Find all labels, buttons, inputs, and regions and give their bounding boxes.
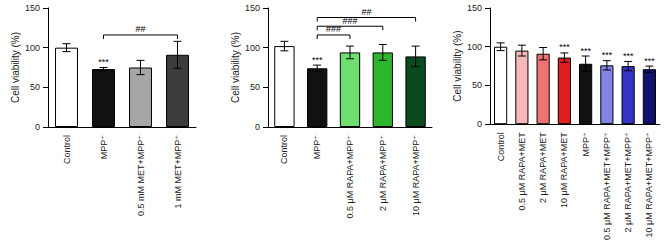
svg-text:1 mM MET+MPP⁺: 1 mM MET+MPP⁺	[173, 135, 183, 209]
svg-text:10 μM RAPA+MET+MPP⁺: 10 μM RAPA+MET+MPP⁺	[644, 132, 654, 238]
svg-text:***: ***	[98, 57, 109, 67]
svg-text:150: 150	[467, 3, 482, 13]
svg-text:0.5 mM MET+MPP⁺: 0.5 mM MET+MPP⁺	[136, 135, 146, 216]
svg-text:2 μM RAPA+MPP⁺: 2 μM RAPA+MPP⁺	[378, 135, 388, 211]
svg-text:100: 100	[25, 43, 40, 53]
svg-text:2 μM RAPA+MET+MPP⁺: 2 μM RAPA+MET+MPP⁺	[623, 132, 633, 233]
svg-text:50: 50	[30, 82, 40, 92]
svg-text:##: ##	[361, 7, 371, 17]
svg-text:150: 150	[25, 3, 40, 13]
svg-text:MPP⁺: MPP⁺	[312, 135, 322, 160]
svg-text:Control: Control	[496, 132, 506, 161]
svg-text:Control: Control	[62, 135, 72, 164]
svg-text:Cell viability (%): Cell viability (%)	[230, 32, 241, 103]
svg-text:0: 0	[255, 122, 260, 132]
svg-text:MPP⁺: MPP⁺	[581, 132, 591, 157]
svg-text:***: ***	[580, 46, 591, 56]
svg-text:***: ***	[602, 50, 613, 60]
svg-text:100: 100	[245, 43, 260, 53]
svg-text:Control: Control	[279, 135, 289, 164]
svg-text:Cell viability (%): Cell viability (%)	[10, 32, 21, 103]
svg-text:2 μM RAPA+MET: 2 μM RAPA+MET	[538, 132, 548, 203]
svg-text:0.5 μM RAPA+MET: 0.5 μM RAPA+MET	[517, 132, 527, 211]
svg-text:0: 0	[477, 119, 482, 129]
svg-text:0.5 μM RAPA+MET+MPP⁺: 0.5 μM RAPA+MET+MPP⁺	[602, 132, 612, 240]
svg-text:50: 50	[250, 82, 260, 92]
svg-text:##: ##	[135, 24, 145, 34]
svg-text:150: 150	[245, 3, 260, 13]
svg-text:***: ***	[312, 55, 323, 65]
svg-text:100: 100	[467, 42, 482, 52]
svg-text:10 μM RAPA+MET: 10 μM RAPA+MET	[559, 132, 569, 208]
svg-text:0.5 μM RAPA+MPP⁺: 0.5 μM RAPA+MPP⁺	[345, 135, 355, 219]
svg-text:Cell viability (%): Cell viability (%)	[452, 31, 463, 102]
svg-text:***: ***	[623, 51, 634, 61]
svg-text:***: ***	[559, 42, 570, 52]
svg-text:0: 0	[35, 122, 40, 132]
svg-text:50: 50	[472, 80, 482, 90]
svg-text:MPP⁺: MPP⁺	[99, 135, 109, 160]
svg-text:10 μM RAPA+MPP⁺: 10 μM RAPA+MPP⁺	[411, 135, 421, 216]
svg-text:***: ***	[644, 56, 655, 66]
